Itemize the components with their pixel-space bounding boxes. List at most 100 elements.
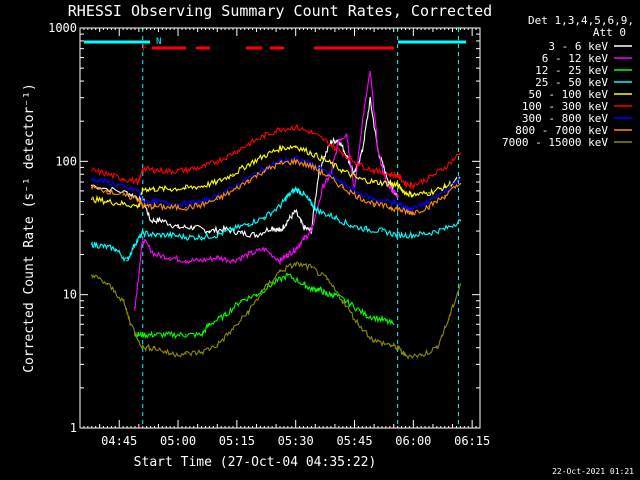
data-point-5-25	[443, 166, 446, 169]
data-point-1-2	[153, 253, 156, 256]
data-point-4-22	[404, 192, 407, 194]
data-point-3-18	[310, 203, 313, 205]
data-point-0-22	[361, 149, 364, 152]
data-point-3-0	[90, 243, 93, 245]
data-point-5-0	[90, 169, 93, 171]
data-point-0-3	[149, 219, 152, 222]
data-point-4-0	[90, 198, 93, 200]
data-point-0-12	[279, 230, 281, 232]
data-point-6-11	[247, 177, 250, 179]
data-point-1-9	[263, 248, 266, 250]
data-point-7-22	[404, 210, 407, 213]
legend-label-3: 25 - 50 keV	[535, 76, 608, 89]
data-point-4-13	[279, 147, 281, 150]
data-point-6-22	[404, 206, 407, 209]
data-point-2-17	[349, 303, 352, 305]
data-point-1-13	[302, 238, 305, 241]
data-point-4-24	[428, 192, 430, 194]
data-point-8-4	[141, 346, 144, 349]
data-point-6-12	[263, 167, 266, 170]
data-point-0-6	[192, 226, 195, 229]
data-point-3-2	[114, 248, 117, 250]
data-point-8-0	[90, 274, 93, 276]
data-point-2-15	[326, 293, 328, 296]
data-point-1-21	[369, 70, 371, 73]
data-point-2-14	[318, 288, 321, 290]
data-point-0-23	[369, 98, 371, 101]
data-point-0-18	[330, 141, 332, 143]
legend-label-5: 100 - 300 keV	[522, 100, 608, 113]
data-point-6-18	[357, 192, 360, 194]
data-point-3-25	[412, 234, 415, 236]
data-point-2-4	[185, 334, 187, 336]
data-point-7-23	[412, 212, 415, 214]
y-axis-label: Corrected Count Rate (s⁻¹ detector⁻¹)	[22, 83, 37, 373]
data-point-6-2	[122, 186, 124, 188]
data-point-2-18	[365, 314, 368, 317]
data-point-4-5	[153, 188, 156, 190]
data-point-4-19	[373, 181, 375, 183]
data-point-4-6	[169, 188, 171, 190]
data-point-3-22	[365, 228, 368, 230]
data-point-7-1	[106, 190, 109, 192]
chart-title: RHESSI Observing Summary Count Rates, Co…	[68, 2, 492, 20]
data-point-3-26	[428, 232, 430, 234]
data-point-5-26	[459, 152, 462, 155]
data-point-8-23	[420, 354, 422, 357]
data-point-8-3	[130, 323, 132, 326]
data-point-7-5	[153, 205, 156, 208]
data-point-8-18	[357, 323, 360, 326]
data-point-5-5	[153, 169, 156, 171]
data-point-2-13	[310, 288, 313, 290]
data-point-0-0	[90, 184, 93, 187]
data-point-1-8	[247, 253, 250, 256]
data-point-3-9	[200, 236, 203, 238]
data-point-2-5	[200, 334, 203, 336]
data-point-4-8	[200, 185, 203, 188]
data-point-5-16	[326, 141, 328, 143]
data-point-2-10	[271, 283, 273, 285]
data-point-0-5	[177, 226, 179, 229]
data-point-6-3	[138, 190, 140, 192]
data-point-8-17	[341, 299, 344, 302]
legend-label-1: 6 - 12 keV	[542, 52, 609, 65]
legend-label-7: 800 - 7000 keV	[515, 124, 608, 137]
data-point-4-20	[389, 182, 391, 185]
legend-label-4: 50 - 100 keV	[529, 88, 609, 101]
data-point-5-7	[185, 169, 187, 171]
x-tick-label-3: 05:30	[278, 434, 314, 448]
data-point-1-22	[377, 149, 379, 152]
data-point-2-6	[208, 323, 211, 326]
data-point-8-6	[169, 353, 171, 355]
data-point-6-19	[373, 198, 375, 200]
data-point-0-7	[208, 230, 211, 232]
data-point-7-15	[310, 165, 313, 167]
data-point-8-13	[279, 270, 281, 272]
data-point-2-2	[153, 334, 156, 336]
data-point-3-12	[247, 223, 250, 225]
data-point-3-11	[232, 228, 234, 230]
data-point-7-10	[232, 190, 234, 192]
data-point-2-9	[255, 293, 258, 296]
data-point-6-0	[90, 177, 93, 180]
data-point-5-9	[216, 160, 219, 163]
data-point-5-2	[122, 177, 124, 180]
data-point-3-24	[396, 234, 399, 236]
data-point-2-7	[224, 314, 226, 317]
data-point-5-21	[396, 174, 399, 177]
data-point-3-20	[334, 216, 336, 219]
data-point-3-28	[459, 219, 462, 222]
data-point-8-11	[247, 310, 250, 313]
data-point-2-8	[239, 299, 242, 302]
data-point-6-20	[389, 200, 391, 203]
data-point-7-25	[443, 195, 446, 197]
data-point-5-14	[294, 126, 297, 129]
x-tick-label-2: 05:15	[219, 434, 255, 448]
legend-header-line-2: Att 0	[593, 26, 626, 39]
data-point-6-25	[443, 190, 446, 192]
data-point-8-8	[200, 351, 203, 354]
data-point-1-20	[361, 120, 364, 122]
x-tick-label-0: 04:45	[101, 434, 137, 448]
data-point-6-4	[141, 200, 144, 203]
